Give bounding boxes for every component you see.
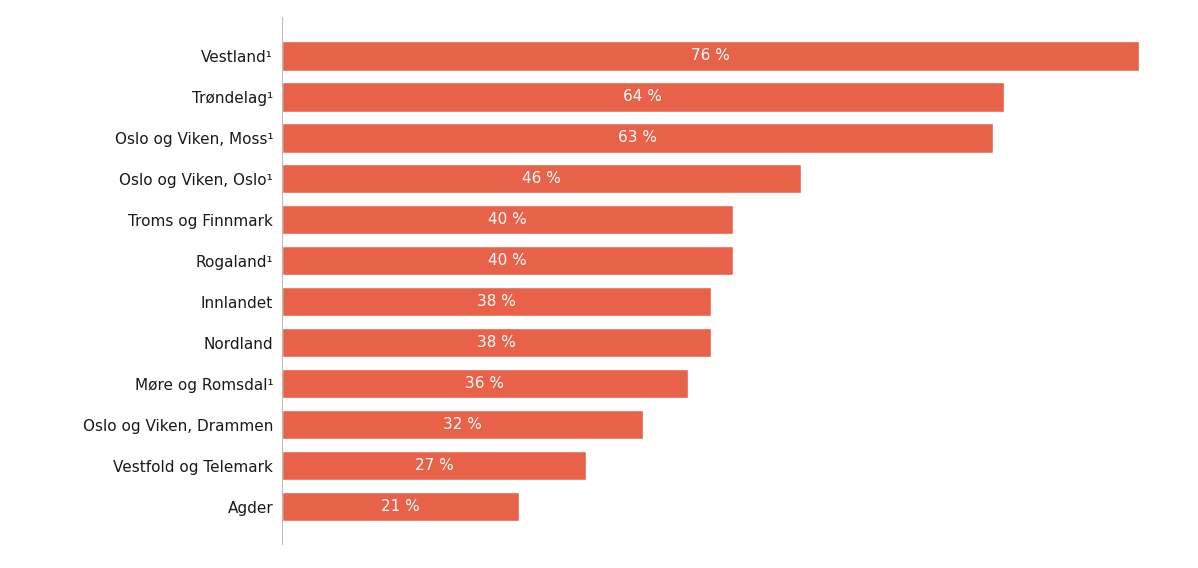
Bar (282, 451, 586, 481)
Bar (282, 328, 710, 357)
Text: 40 %: 40 % (488, 253, 527, 268)
Text: 38 %: 38 % (477, 294, 515, 309)
Text: 46 %: 46 % (522, 171, 561, 186)
Text: 21 %: 21 % (381, 499, 419, 514)
Bar (282, 41, 1139, 70)
Text: 38 %: 38 % (477, 335, 515, 350)
Text: 76 %: 76 % (691, 48, 730, 63)
Bar (282, 492, 519, 521)
Bar (282, 287, 710, 316)
Text: 63 %: 63 % (618, 130, 657, 145)
Bar (282, 82, 1004, 111)
Text: 32 %: 32 % (443, 417, 482, 432)
Bar (282, 246, 733, 275)
Text: 27 %: 27 % (415, 458, 453, 473)
Bar (282, 205, 733, 235)
Bar (282, 123, 993, 152)
Text: 40 %: 40 % (488, 212, 527, 227)
Bar (282, 164, 800, 194)
Bar (282, 369, 688, 398)
Text: 36 %: 36 % (465, 376, 504, 391)
Text: 64 %: 64 % (623, 89, 662, 105)
Bar (282, 410, 643, 439)
